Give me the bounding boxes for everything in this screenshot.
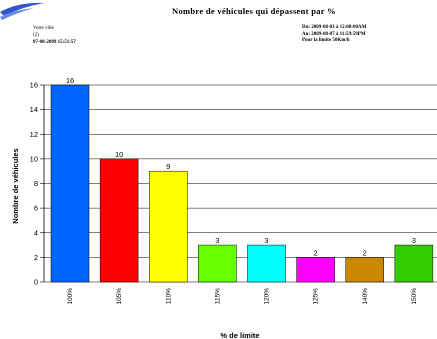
x-tick-label: 115% xyxy=(214,288,221,304)
bar-value-label: 16 xyxy=(66,76,74,85)
y-tick-label: 10 xyxy=(30,154,38,163)
bar-value-label: 9 xyxy=(166,162,170,171)
x-tick-label: 125% xyxy=(313,288,320,305)
x-tick-label: 150% xyxy=(411,288,418,305)
y-tick-labels: 0 2 4 6 8 10 12 14 16 xyxy=(30,81,38,287)
x-axis-label: % de limite xyxy=(220,331,259,339)
report-info-right: Du: 2009-08-03 à 12:00:00AM Au: 2009-08-… xyxy=(302,25,366,45)
date-to: Au: 2009-08-07 à 11:59:59PM xyxy=(302,31,366,37)
x-tick-label: 110% xyxy=(165,288,172,304)
print-timestamp: 07-08-2009 15:51:57 xyxy=(33,40,76,45)
bar-value-label: 3 xyxy=(215,236,219,245)
value-labels: 16 10 9 3 3 2 2 3 xyxy=(66,76,416,257)
bar-value-label: 10 xyxy=(115,150,123,159)
x-tick-label: 120% xyxy=(264,288,271,305)
x-tick-label: 140% xyxy=(362,288,369,305)
report-info-left: Votre ville (2) 07-08-2009 15:51:57 xyxy=(33,25,76,46)
report-title: Nombre de véhicules qui dépassent par % xyxy=(172,6,336,16)
y-tick-label: 2 xyxy=(34,253,38,262)
grid-lines xyxy=(40,84,437,283)
city-name: Votre ville xyxy=(33,26,54,31)
speed-limit: Pour la limite 50Km/h xyxy=(302,38,350,43)
bar xyxy=(198,244,237,283)
y-tick-label: 14 xyxy=(30,105,38,114)
bar xyxy=(345,257,384,283)
bar-value-label: 2 xyxy=(363,248,367,257)
date-from: Du: 2009-08-03 à 12:00:00AM xyxy=(302,25,367,30)
x-tick-labels: 100% 105% 110% 115% 120% 125% 140% 150% xyxy=(67,288,418,305)
bar xyxy=(149,170,188,283)
y-tick-label: 0 xyxy=(34,278,38,287)
bar-value-label: 2 xyxy=(314,248,318,257)
bar xyxy=(50,84,90,283)
station-id: (2) xyxy=(33,33,39,38)
y-axis-label: Nombre de véhicules xyxy=(11,148,20,223)
y-tick-label: 4 xyxy=(34,228,38,237)
bar xyxy=(394,244,434,283)
bar xyxy=(247,244,286,283)
bar xyxy=(99,158,139,283)
x-tick-label: 100% xyxy=(67,288,74,305)
bar-value-label: 3 xyxy=(412,236,416,245)
bar-value-label: 3 xyxy=(264,236,268,245)
y-tick-label: 16 xyxy=(30,81,38,90)
bars xyxy=(50,84,434,283)
y-tick-label: 12 xyxy=(30,130,38,139)
bar xyxy=(296,257,335,283)
brand-logo xyxy=(0,2,44,20)
y-tick-label: 8 xyxy=(34,179,38,188)
y-tick-label: 6 xyxy=(34,204,38,213)
x-tick-label: 105% xyxy=(116,288,123,305)
